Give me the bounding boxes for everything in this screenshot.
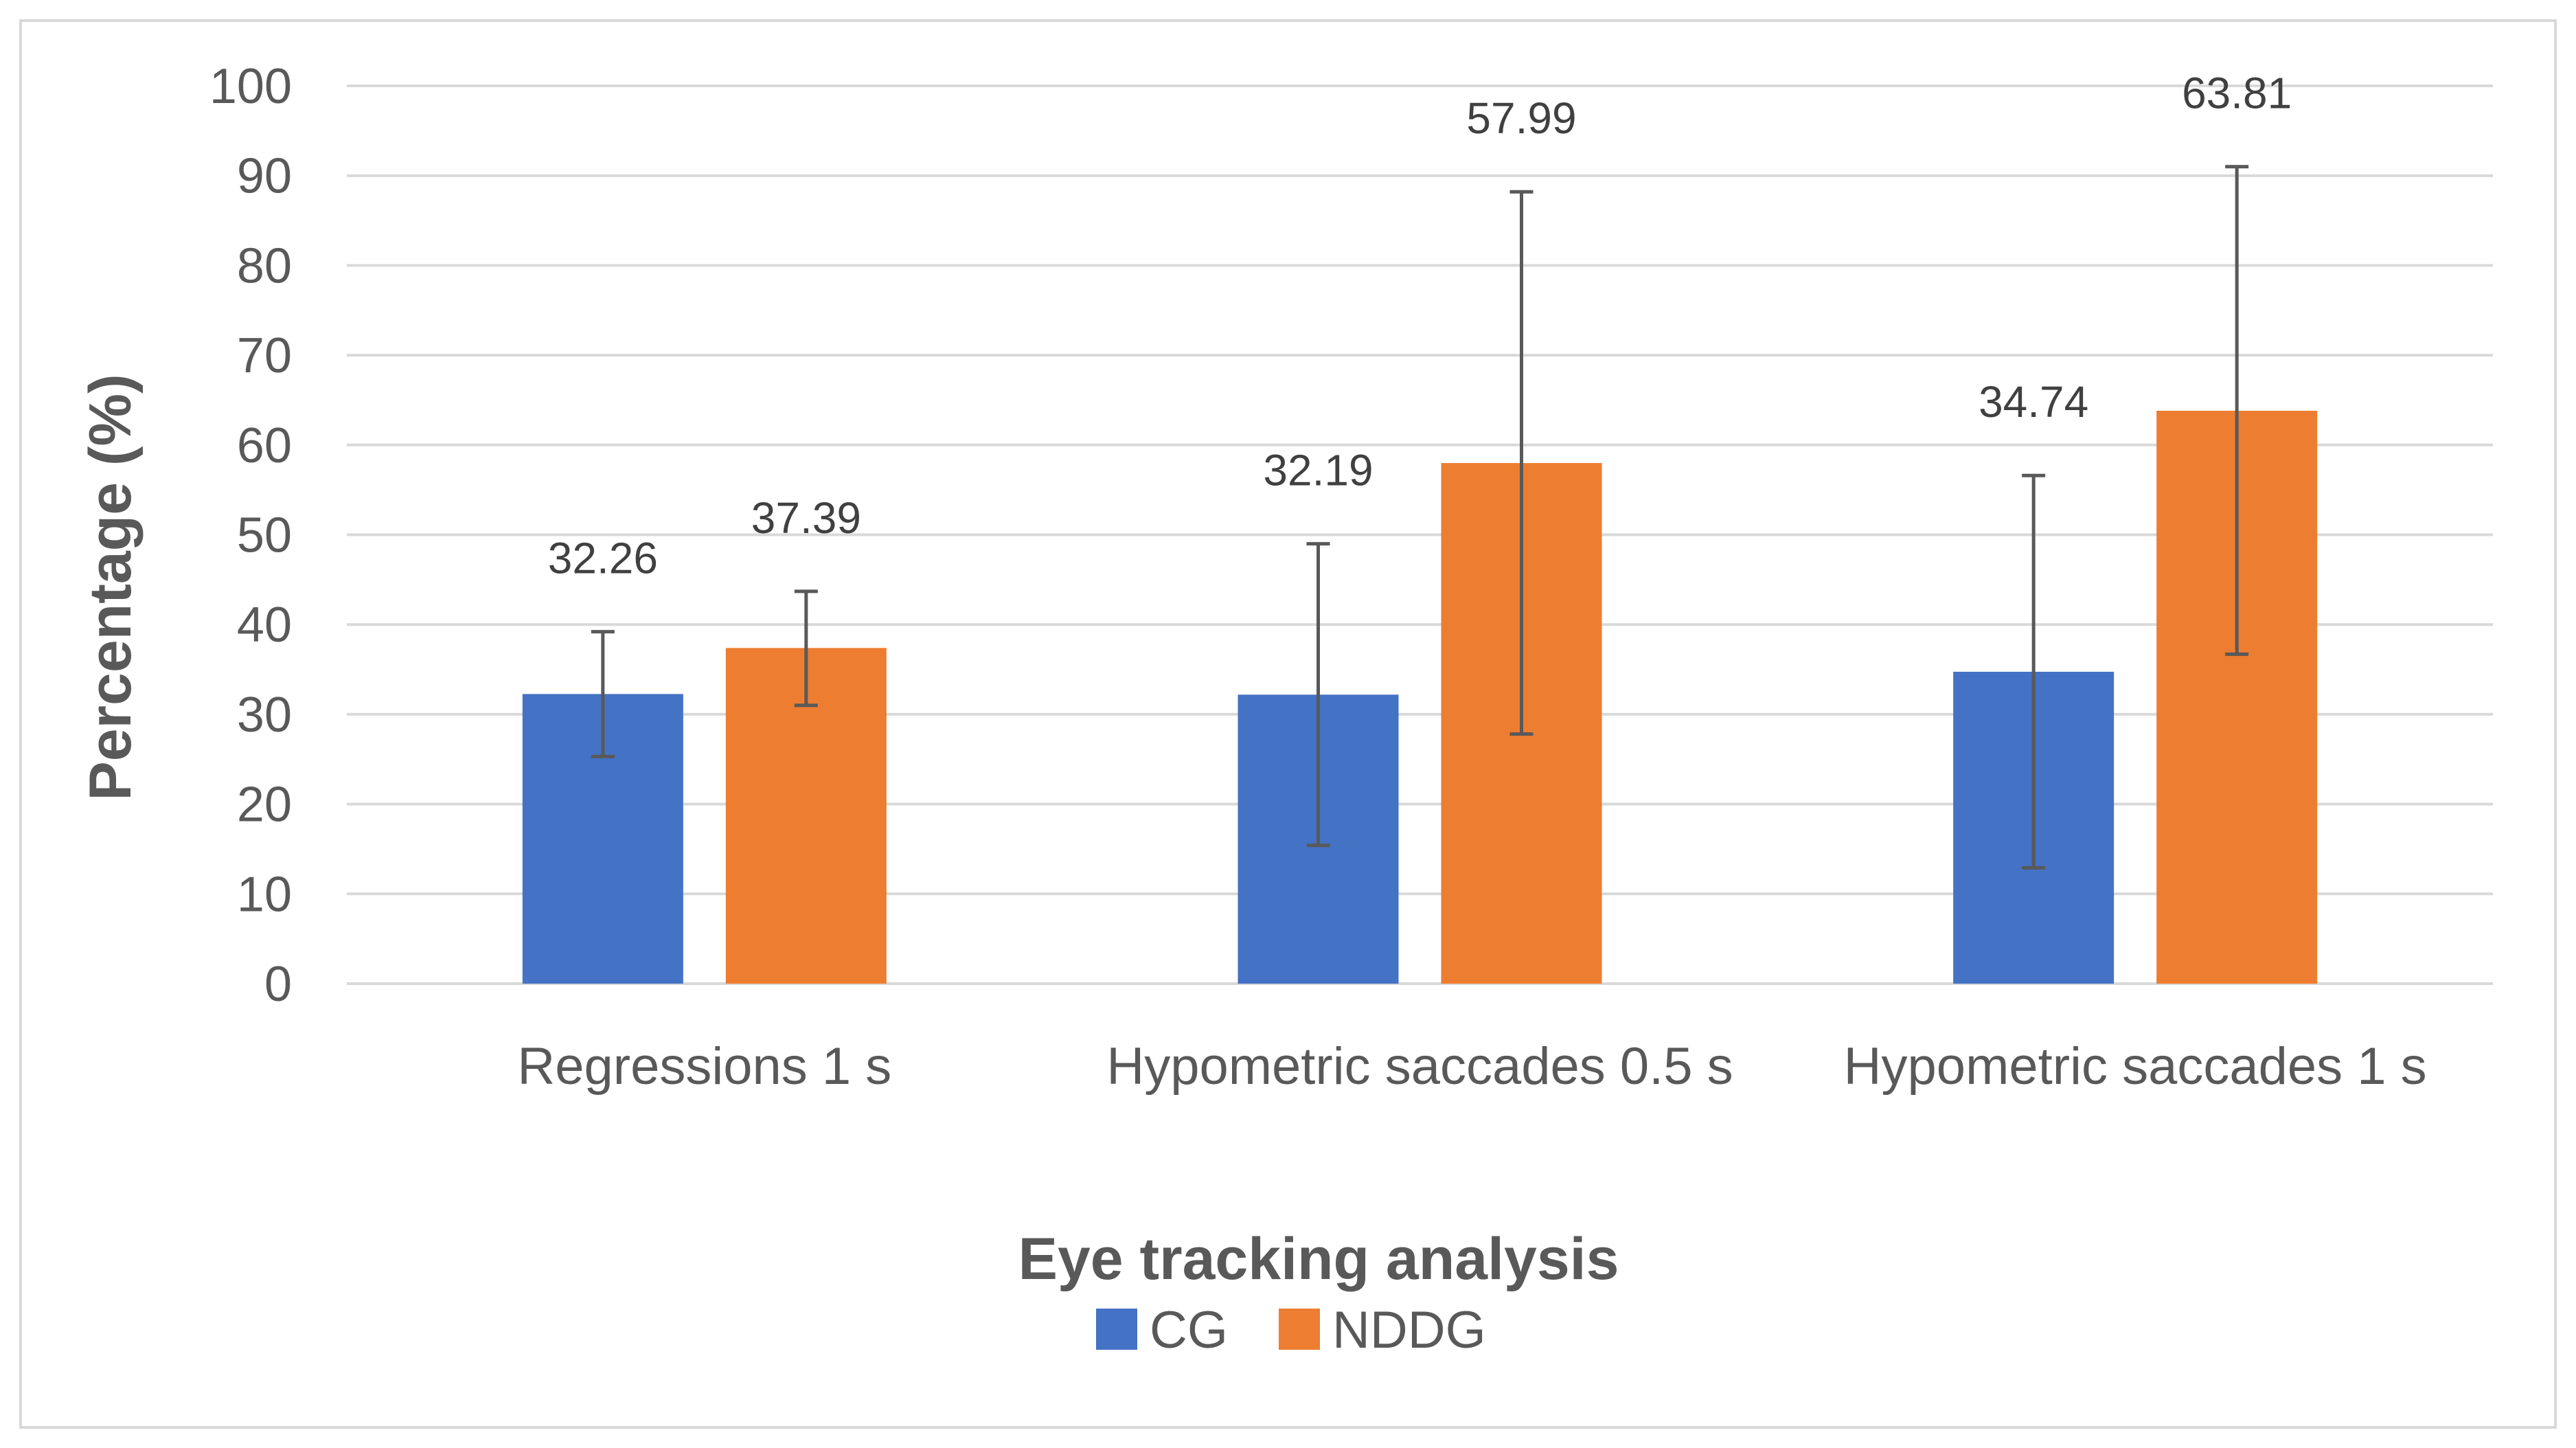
y-tick-label: 70 (237, 328, 292, 383)
y-axis-title: Percentage (%) (78, 374, 144, 800)
y-tick-label: 90 (237, 149, 292, 204)
y-axis-ticks: 0 10 20 30 40 50 60 70 80 90 100 (209, 59, 292, 1012)
gridlines (347, 84, 2493, 985)
data-label-cg: 32.26 (548, 534, 658, 583)
legend: CG NDDG (1096, 1301, 1486, 1359)
legend-label-nddg: NDDG (1332, 1301, 1486, 1359)
data-label-cg: 32.19 (1263, 446, 1373, 495)
legend-swatch-cg (1096, 1309, 1137, 1350)
y-tick-label: 50 (237, 508, 292, 563)
x-category-label: Regressions 1 s (517, 1037, 891, 1096)
error-bars (591, 165, 2249, 870)
x-axis-category-labels: Regressions 1 s Hypometric saccades 0.5 s… (517, 1037, 2426, 1096)
y-tick-label: 30 (237, 688, 292, 743)
y-tick-label: 10 (237, 867, 292, 922)
y-tick-label: 20 (237, 778, 292, 833)
y-tick-label: 40 (237, 598, 292, 653)
legend-swatch-nddg (1279, 1309, 1320, 1350)
data-label-cg: 34.74 (1979, 377, 2088, 427)
data-label-nddg: 57.99 (1466, 93, 1576, 143)
x-category-label: Hypometric saccades 0.5 s (1106, 1037, 1733, 1096)
x-axis-title: Eye tracking analysis (1018, 1226, 1619, 1292)
data-label-nddg: 63.81 (2182, 69, 2292, 118)
legend-label-cg: CG (1150, 1301, 1228, 1359)
data-label-nddg: 37.39 (751, 493, 861, 543)
y-tick-label: 80 (237, 238, 292, 293)
data-labels: 32.26 37.39 32.19 57.99 34.74 63.81 (548, 69, 2292, 583)
y-tick-label: 0 (264, 957, 292, 1012)
y-tick-label: 60 (237, 418, 292, 473)
y-tick-label: 100 (209, 59, 292, 114)
x-category-label: Hypometric saccades 1 s (1844, 1037, 2427, 1096)
